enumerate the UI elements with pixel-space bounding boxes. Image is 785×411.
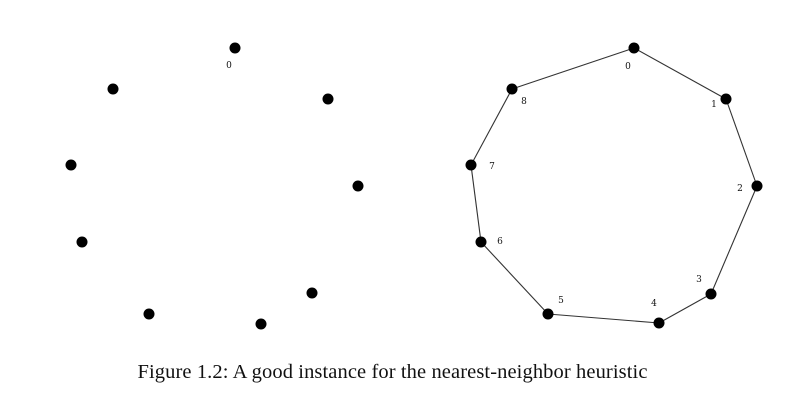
left-point-4 xyxy=(255,318,267,330)
left-point-8 xyxy=(107,83,119,95)
tour-node-label-1: 1 xyxy=(711,100,717,110)
tour-node-label-4: 4 xyxy=(651,299,657,309)
tour-edge-6-7 xyxy=(470,164,482,243)
tour-node-4 xyxy=(653,317,665,329)
tour-nodes xyxy=(465,42,763,329)
left-point-6 xyxy=(76,236,88,248)
tour-node-6 xyxy=(475,236,487,248)
tour-edge-5-6 xyxy=(480,241,549,315)
tour-node-label-8: 8 xyxy=(521,97,527,107)
tour-node-label-3: 3 xyxy=(696,275,702,285)
tour-edges xyxy=(470,47,758,324)
left-panel-unordered-points: 0 xyxy=(65,42,364,330)
tour-node-8 xyxy=(506,83,518,95)
tour-node-labels: 0 1 2 3 4 5 6 7 8 xyxy=(489,62,743,309)
tour-node-2 xyxy=(751,180,763,192)
tour-edge-8-0 xyxy=(511,47,635,90)
tour-node-5 xyxy=(542,308,554,320)
tour-edge-3-4 xyxy=(658,293,712,324)
tour-node-label-2: 2 xyxy=(737,184,743,194)
tour-node-label-0: 0 xyxy=(625,62,631,72)
tour-node-label-6: 6 xyxy=(497,237,503,247)
tour-edge-4-5 xyxy=(547,313,660,324)
left-point-1 xyxy=(322,93,334,105)
left-point-3 xyxy=(306,287,318,299)
left-point-0 xyxy=(229,42,241,54)
tour-node-7 xyxy=(465,159,477,171)
tour-node-0 xyxy=(628,42,640,54)
tour-edge-2-3 xyxy=(710,185,758,295)
tour-edge-1-2 xyxy=(725,98,758,187)
tour-node-label-7: 7 xyxy=(489,162,495,172)
tour-node-1 xyxy=(720,93,732,105)
left-point-7 xyxy=(65,159,77,171)
tour-node-label-5: 5 xyxy=(558,296,564,306)
left-point-2 xyxy=(352,180,364,192)
tour-node-3 xyxy=(705,288,717,300)
right-panel-tour: 0 1 2 3 4 5 6 7 8 xyxy=(465,42,763,329)
left-point-label-0: 0 xyxy=(226,61,232,71)
left-point-5 xyxy=(143,308,155,320)
figure-caption: Figure 1.2: A good instance for the near… xyxy=(137,361,648,383)
tour-edge-7-8 xyxy=(470,88,513,166)
tour-edge-0-1 xyxy=(633,47,727,100)
